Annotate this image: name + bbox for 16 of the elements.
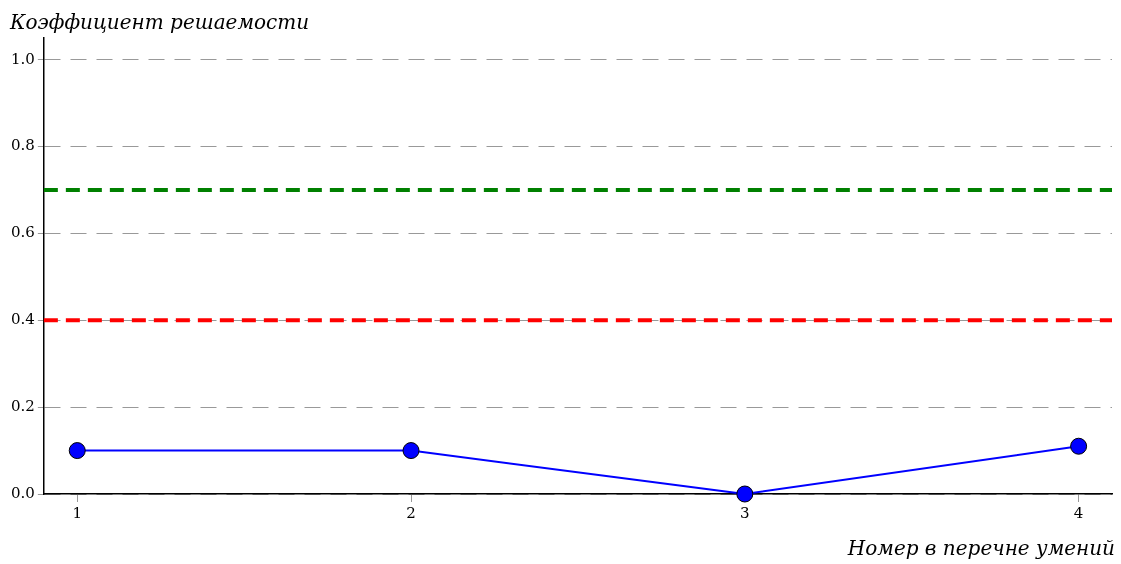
point bbox=[736, 485, 754, 503]
y-tick-label: 0.2 bbox=[11, 397, 35, 416]
x-tick-label: 1 bbox=[72, 503, 83, 522]
y-tick-label: 0.8 bbox=[11, 136, 35, 155]
point bbox=[1070, 437, 1088, 455]
x-tick-label: 2 bbox=[406, 503, 416, 522]
y-tick-label: 0.4 bbox=[11, 310, 35, 329]
x-tick-label: 4 bbox=[1073, 503, 1084, 522]
y-tick-label: 0.6 bbox=[11, 223, 35, 242]
x-axis-title: Номер в перечне умений bbox=[847, 536, 1115, 560]
y-tick-label: 1.0 bbox=[11, 49, 35, 68]
point bbox=[68, 442, 86, 460]
y-axis-title: Коэффициент решаемости bbox=[10, 10, 310, 34]
point bbox=[402, 442, 420, 460]
x-tick-label: 3 bbox=[740, 503, 750, 522]
y-tick-label: 0.0 bbox=[11, 483, 35, 502]
